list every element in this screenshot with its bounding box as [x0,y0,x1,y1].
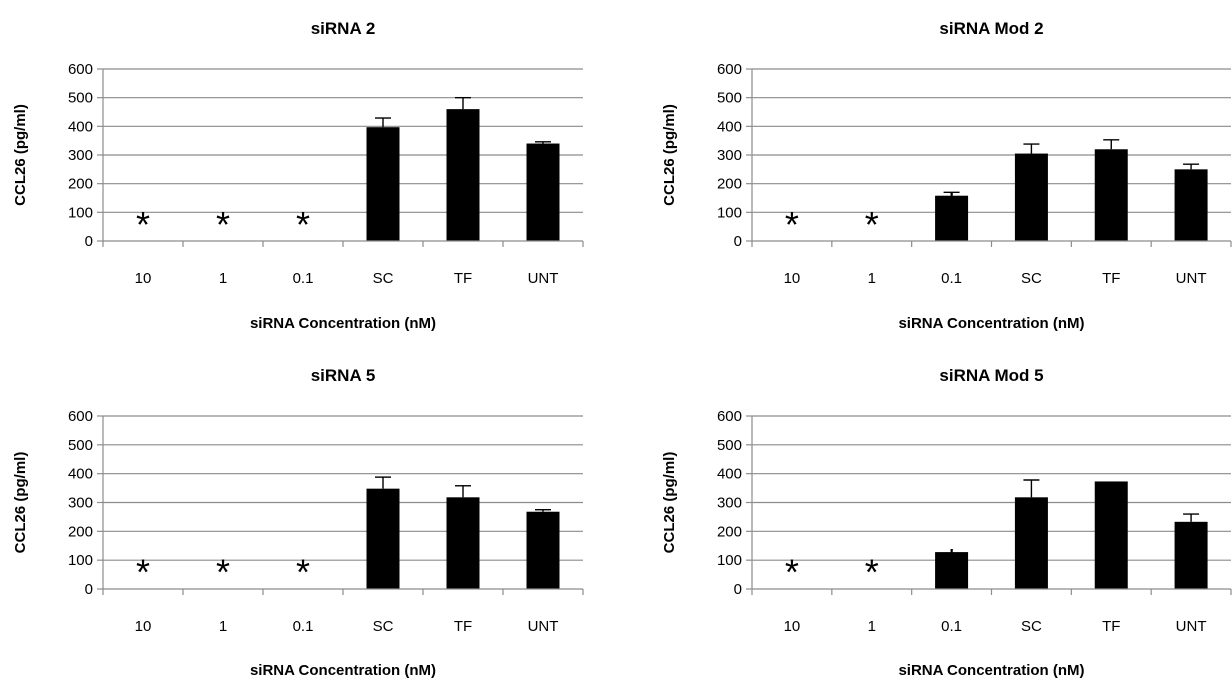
x-tick-label: 1 [219,618,227,635]
y-tick-label: 400 [717,118,742,135]
bar [1014,497,1048,589]
chart-title: siRNA 2 [311,19,376,38]
y-tick-label: 100 [717,552,742,569]
x-axis-title: siRNA Concentration (nM) [898,662,1084,679]
y-tick-label: 100 [68,552,93,569]
x-tick-label: 10 [784,618,801,635]
y-tick-label: 300 [68,147,93,164]
chart-title: siRNA Mod 5 [939,366,1043,385]
y-tick-label: 400 [717,466,742,483]
chart-title: siRNA Mod 2 [939,19,1043,38]
significance-star: * [216,204,230,245]
bar [526,143,560,241]
y-tick-label: 100 [717,204,742,221]
y-tick-label: 600 [717,408,742,425]
x-tick-label: 10 [135,618,152,635]
x-tick-label: SC [1021,270,1042,287]
significance-star: * [945,541,959,582]
y-tick-label: 600 [68,408,93,425]
x-tick-label: 0.1 [941,270,962,287]
x-tick-label: 10 [135,270,152,287]
significance-star: * [136,552,150,593]
x-tick-label: TF [454,618,472,635]
bar [1094,149,1128,241]
y-tick-label: 600 [717,61,742,78]
x-tick-label: SC [373,270,394,287]
bar [446,497,480,589]
significance-star: * [865,552,879,593]
chart-panel: siRNA Mod 5 0 100 200 300 400 500 600 * * * 10 1 0.1 S… [661,366,1232,679]
x-tick-label: UNT [528,270,559,287]
x-tick-label: UNT [1176,270,1207,287]
chart-panel: siRNA 2 0 100 200 300 400 500 600 * * * 10 1 0.1 SC TF U… [12,19,584,332]
y-tick-label: 200 [717,523,742,540]
y-axis-title: CCL26 (pg/ml) [661,104,678,206]
y-tick-label: 400 [68,466,93,483]
significance-star: * [216,552,230,593]
significance-star: * [296,204,310,245]
bar [366,127,400,241]
y-tick-label: 0 [85,581,93,598]
bar [1014,153,1048,241]
x-tick-label: 0.1 [941,618,962,635]
chart-panel: siRNA Mod 2 0 100 200 300 400 500 600 * * * 10 1 0.1 S… [661,19,1232,332]
y-tick-label: 600 [68,61,93,78]
x-tick-label: TF [1102,618,1120,635]
y-tick-label: 0 [734,581,742,598]
y-axis-title: CCL26 (pg/ml) [661,452,678,554]
y-tick-label: 500 [68,437,93,454]
bar [526,511,560,589]
y-tick-label: 500 [68,90,93,107]
bar [935,552,969,589]
x-tick-label: 1 [868,618,876,635]
significance-star: * [136,204,150,245]
y-tick-label: 300 [717,495,742,512]
x-tick-label: UNT [1176,618,1207,635]
y-tick-label: 200 [717,176,742,193]
significance-star: * [865,204,879,245]
x-tick-label: 1 [868,270,876,287]
chart-panel: siRNA 5 0 100 200 300 400 500 600 * * * 10 1 0.1 SC TF U… [12,366,584,679]
bar [1174,169,1208,241]
x-tick-label: UNT [528,618,559,635]
x-axis-title: siRNA Concentration (nM) [898,315,1084,332]
bar [446,109,480,241]
y-axis-title: CCL26 (pg/ml) [12,452,29,554]
x-tick-label: 10 [784,270,801,287]
y-tick-label: 300 [717,147,742,164]
y-tick-label: 500 [717,90,742,107]
x-axis-title: siRNA Concentration (nM) [250,315,436,332]
bar [366,488,400,589]
significance-star: * [785,552,799,593]
significance-star: * [785,204,799,245]
x-tick-label: TF [1102,270,1120,287]
significance-star: * [945,185,959,226]
y-tick-label: 200 [68,523,93,540]
y-tick-label: 100 [68,204,93,221]
x-tick-label: SC [1021,618,1042,635]
y-tick-label: 200 [68,176,93,193]
x-axis-title: siRNA Concentration (nM) [250,662,436,679]
bar [935,195,969,241]
bar [1094,481,1128,589]
x-tick-label: 1 [219,270,227,287]
y-tick-label: 0 [734,233,742,250]
y-axis-title: CCL26 (pg/ml) [12,104,29,206]
x-tick-label: TF [454,270,472,287]
y-tick-label: 300 [68,495,93,512]
y-tick-label: 0 [85,233,93,250]
y-tick-label: 400 [68,118,93,135]
bar [1174,521,1208,589]
x-tick-label: 0.1 [293,618,314,635]
y-tick-label: 500 [717,437,742,454]
x-tick-label: 0.1 [293,270,314,287]
significance-star: * [296,552,310,593]
chart-title: siRNA 5 [311,366,376,385]
x-tick-label: SC [373,618,394,635]
